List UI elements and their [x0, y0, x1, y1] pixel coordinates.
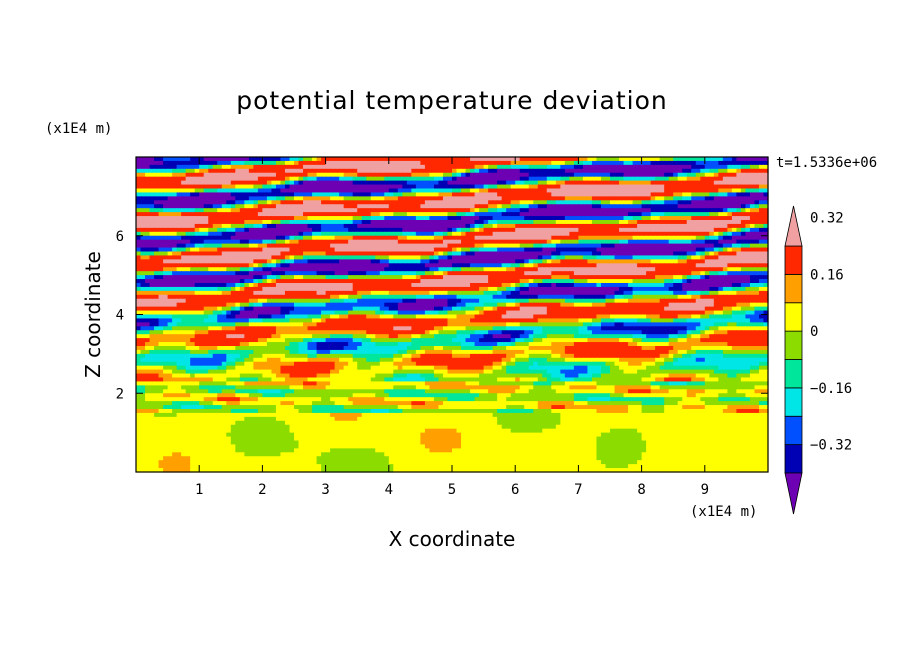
y-axis-label: Z coordinate: [81, 251, 105, 378]
y-tick-label: 6: [116, 229, 124, 245]
x-tick-label: 1: [195, 482, 203, 498]
colorbar-swatch: [784, 273, 803, 304]
colorbar-under-arrow: [784, 472, 803, 515]
x-scale-label: (x1E4 m): [690, 504, 757, 520]
colorbar-tick-label: 0.32: [810, 211, 844, 227]
colorbar: [784, 205, 803, 515]
heatmap-field: [136, 157, 769, 473]
x-axis-label: X coordinate: [389, 527, 516, 551]
x-tick-label: 3: [321, 482, 329, 498]
colorbar-tick-label: −0.32: [810, 438, 852, 454]
colorbar-swatch: [784, 387, 803, 417]
colorbar-swatch: [784, 444, 803, 474]
colorbar-tick-label: −0.16: [810, 381, 852, 397]
x-tick-label: 4: [385, 482, 393, 498]
y-tick-label: 4: [116, 308, 124, 324]
colorbar-swatch: [784, 415, 803, 446]
chart-title: potential temperature deviation: [236, 86, 668, 115]
x-tick-label: 9: [701, 482, 709, 498]
colorbar-swatch: [784, 245, 803, 275]
x-tick-label: 2: [258, 482, 266, 498]
colorbar-swatch: [784, 359, 803, 389]
colorbar-tick-label: 0.16: [810, 267, 844, 283]
colorbar-swatch: [784, 302, 803, 332]
x-tick-label: 7: [574, 482, 582, 498]
colorbar-over-arrow: [784, 205, 803, 247]
y-scale-label: (x1E4 m): [45, 121, 112, 137]
time-label: t=1.5336e+06: [776, 155, 877, 171]
x-tick-label: 6: [511, 482, 519, 498]
x-tick-label: 8: [637, 482, 645, 498]
x-tick-label: 5: [448, 482, 456, 498]
colorbar-swatch: [784, 330, 803, 360]
y-tick-label: 2: [116, 386, 124, 402]
colorbar-tick-label: 0: [810, 324, 818, 340]
